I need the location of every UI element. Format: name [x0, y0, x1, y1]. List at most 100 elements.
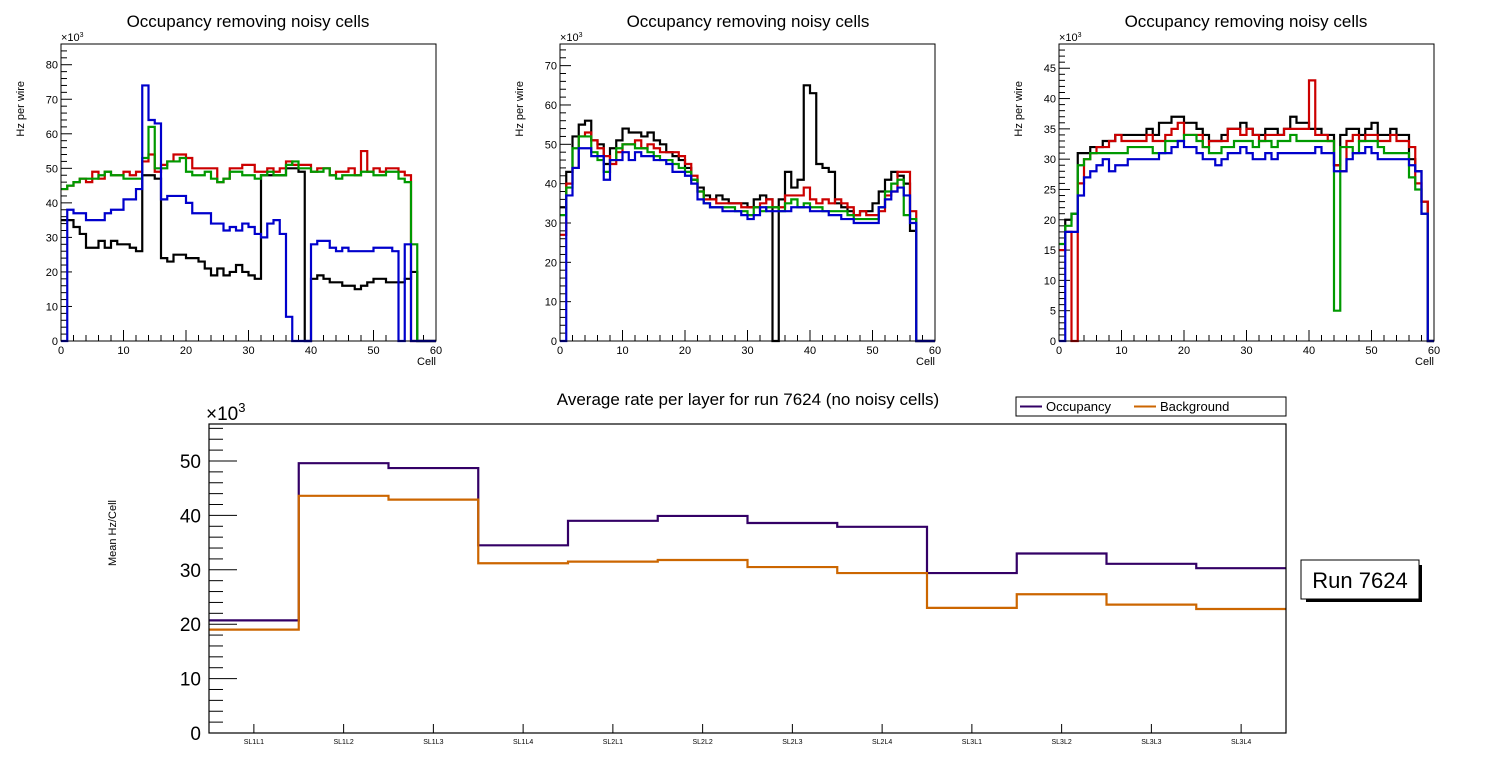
x-tick-label: 40: [804, 345, 816, 357]
y-tick-label: 10: [180, 670, 201, 691]
category-label: SL2L1: [603, 739, 623, 746]
y-tick-label: 0: [52, 336, 58, 348]
category-label: SL2L4: [872, 739, 892, 746]
y-tick-label: 20: [46, 267, 58, 279]
y-tick-label: 45: [1044, 63, 1056, 75]
series-green: [1059, 133, 1434, 343]
x-tick-label: 10: [117, 345, 129, 357]
plot-frame: [559, 43, 936, 342]
y-multiplier: ×103: [61, 32, 84, 44]
y-axis-label: Mean Hz/Cell: [107, 500, 119, 566]
summary-panel: Average rate per layer for run 7624 (no …: [107, 390, 1422, 746]
x-tick-label: 50: [367, 345, 379, 357]
x-tick-label: 0: [557, 345, 563, 357]
series-background: [209, 494, 1286, 631]
legend: Occupancy Background: [1015, 396, 1287, 417]
y-tick-label: 40: [46, 198, 58, 210]
y-tick-label: 5: [1050, 306, 1056, 318]
y-tick-label: 30: [545, 218, 557, 230]
category-label: SL1L4: [513, 739, 533, 746]
plot-frame: [1058, 43, 1435, 342]
y-multiplier-exponent: 3: [579, 32, 583, 39]
x-tick-label: 50: [1365, 345, 1377, 357]
y-multiplier: ×103: [560, 32, 583, 44]
y-multiplier-exponent: 3: [238, 400, 245, 415]
category-label: SL3L2: [1052, 739, 1072, 746]
y-tick-label: 25: [1044, 184, 1056, 196]
series-green: [560, 135, 935, 343]
y-tick-label: 50: [46, 163, 58, 175]
x-tick-label: 60: [929, 345, 941, 357]
x-tick-label: 40: [1303, 345, 1315, 357]
y-multiplier-exponent: 3: [80, 32, 84, 39]
histogram-panel-2: Occupancy removing noisy cells0102030405…: [514, 12, 941, 368]
y-axis-label: Hz per wire: [1013, 81, 1025, 137]
y-tick-label: 15: [1044, 245, 1056, 257]
chart-title: Occupancy removing noisy cells: [627, 12, 870, 31]
y-tick-label: 50: [545, 139, 557, 151]
y-multiplier: ×103: [1059, 32, 1082, 44]
y-tick-label: 60: [545, 100, 557, 112]
y-tick-label: 40: [1044, 94, 1056, 106]
y-tick-label: 0: [1050, 336, 1056, 348]
chart-title: Occupancy removing noisy cells: [127, 12, 370, 31]
series-green: [61, 125, 436, 343]
x-axis-label: Cell: [1415, 356, 1434, 368]
histogram-panel-1: Occupancy removing noisy cells0102030405…: [15, 12, 442, 368]
series-red: [1059, 79, 1434, 343]
histogram-panel-3: Occupancy removing noisy cells 0 5 10 15 20 25…: [1013, 12, 1440, 368]
y-tick-label: 10: [46, 301, 58, 313]
y-tick-label: 60: [46, 129, 58, 141]
legend-label-background: Background: [1160, 399, 1229, 414]
run-label-box: Run 7624: [1300, 559, 1422, 602]
y-tick-label: 20: [180, 615, 201, 636]
y-tick-label: 80: [46, 60, 58, 72]
category-label: SL2L3: [782, 739, 802, 746]
y-tick-label: 35: [1044, 124, 1056, 136]
x-tick-label: 10: [616, 345, 628, 357]
y-tick-label: 30: [1044, 154, 1056, 166]
x-tick-label: 10: [1115, 345, 1127, 357]
category-label: SL3L1: [962, 739, 982, 746]
legend-label-occupancy: Occupancy: [1046, 399, 1112, 414]
y-tick-label: 10: [1044, 275, 1056, 287]
category-label: SL3L4: [1231, 739, 1251, 746]
x-tick-label: 30: [741, 345, 753, 357]
y-axis-label: Hz per wire: [15, 81, 27, 137]
x-tick-label: 0: [58, 345, 64, 357]
chart-title: Average rate per layer for run 7624 (no …: [557, 390, 939, 409]
y-tick-label: 30: [46, 232, 58, 244]
series-red: [560, 131, 935, 343]
series-red: [61, 149, 436, 343]
series-blue: [1059, 139, 1434, 343]
category-label: SL1L2: [334, 739, 354, 746]
y-axis-label: Hz per wire: [514, 81, 526, 137]
x-axis-label: Cell: [916, 356, 935, 368]
y-tick-label: 20: [1044, 215, 1056, 227]
y-tick-label: 50: [180, 452, 201, 473]
x-tick-label: 20: [1178, 345, 1190, 357]
series-occupancy: [209, 462, 1286, 622]
x-axis-label: Cell: [417, 356, 436, 368]
category-label: SL2L2: [693, 739, 713, 746]
run-label-frame: [1300, 559, 1420, 600]
series-blue: [560, 147, 935, 343]
series-black: [61, 167, 436, 343]
y-tick-label: 40: [545, 179, 557, 191]
run-label-text: Run 7624: [1312, 568, 1407, 593]
category-label: SL1L1: [244, 739, 264, 746]
plot-frame: [60, 43, 437, 342]
x-tick-label: 30: [242, 345, 254, 357]
y-tick-label: 0: [551, 336, 557, 348]
y-tick-label: 20: [545, 257, 557, 269]
x-tick-label: 40: [305, 345, 317, 357]
y-tick-label: 70: [46, 94, 58, 106]
category-label: SL1L3: [423, 739, 443, 746]
y-multiplier-exponent: 3: [1078, 32, 1082, 39]
x-tick-label: 20: [180, 345, 192, 357]
x-tick-label: 20: [679, 345, 691, 357]
x-tick-label: 0: [1056, 345, 1062, 357]
y-tick-label: 10: [545, 297, 557, 309]
y-tick-label: 30: [180, 561, 201, 582]
